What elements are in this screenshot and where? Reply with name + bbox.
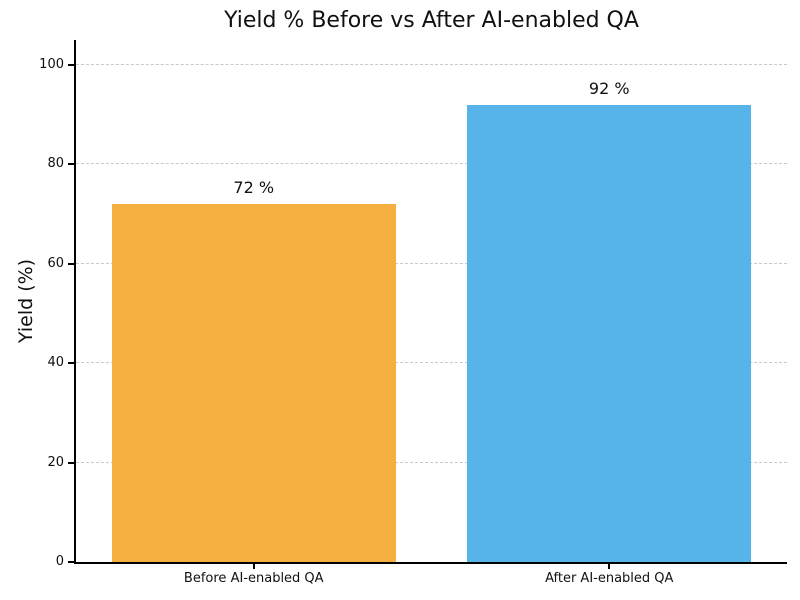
x-tick-mark [608,564,611,569]
y-tick-label: 100 [39,56,64,72]
y-tick-mark [68,461,74,464]
gridline [76,262,787,264]
y-tick-mark [68,362,74,365]
y-tick-mark [68,561,74,563]
bar-value-label: 92 % [588,78,630,98]
gridline [76,362,787,364]
plot-area: 0 20 40 60 80 100 72 % Before AI-enabled QA 92 %… [39,40,787,586]
gridline [76,163,787,165]
y-tick-label: 40 [47,355,64,371]
x-axis-spine [74,562,787,564]
y-tick-mark [68,63,74,66]
gridline [76,461,787,463]
y-tick-label: 0 [55,554,64,569]
y-tick-mark [68,262,74,265]
chart-title: Yield % Before vs After AI-enabled QA [224,8,639,33]
gridline [76,63,787,65]
y-tick-label: 20 [47,454,64,470]
bar-1 [111,204,396,562]
y-tick-mark [68,163,74,166]
bar-value-label: 72 % [233,178,275,198]
x-tick-label: After AI-enabled QA [545,571,674,586]
y-axis-title: Yield (%) [15,258,37,344]
y-tick-label: 60 [47,255,64,271]
y-tick-label: 80 [47,156,64,172]
x-tick-label: Before AI-enabled QA [183,571,324,586]
x-tick-mark [252,564,255,569]
y-axis-spine [74,40,76,564]
bar-2 [467,104,752,562]
